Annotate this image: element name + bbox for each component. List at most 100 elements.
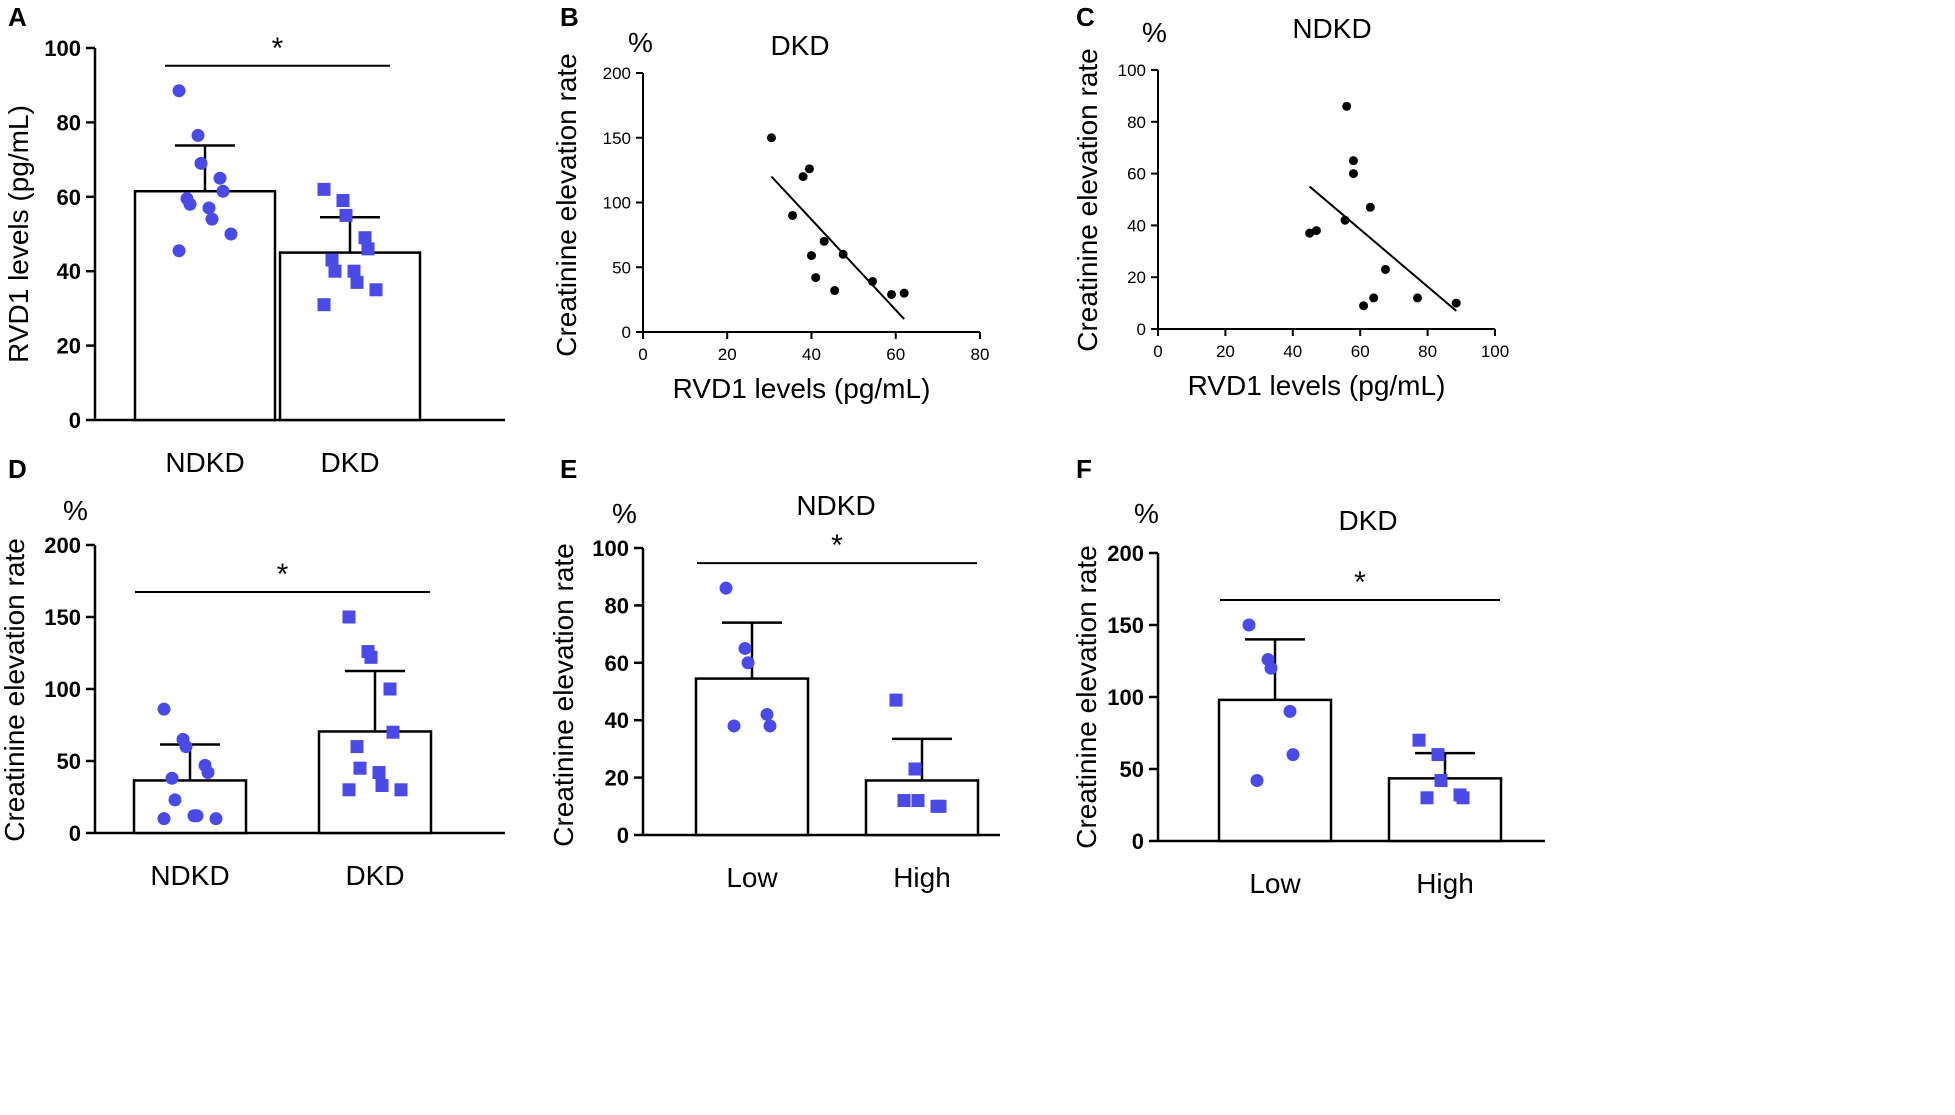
x-axis-label: RVD1 levels (pg/mL) [673, 373, 931, 404]
y-unit-label: % [612, 498, 637, 529]
x-tick-label: 80 [1418, 342, 1437, 361]
data-point [819, 236, 829, 246]
x-tick-label: 40 [1283, 342, 1302, 361]
data-point [190, 809, 204, 823]
bar [864, 779, 980, 837]
bar [694, 677, 810, 837]
y-axis-label: Creatinine elevation rate [1072, 48, 1103, 352]
data-point [209, 812, 223, 826]
y-tick-label: 100 [44, 36, 81, 61]
x-tick-label: 60 [886, 345, 905, 364]
data-point [216, 184, 230, 198]
x-tick-label: 0 [638, 345, 647, 364]
category-label: NDKD [165, 447, 244, 478]
data-point [1420, 791, 1434, 805]
data-point [1348, 156, 1358, 166]
data-point [911, 794, 925, 808]
data-point [168, 793, 182, 807]
data-point [1456, 791, 1470, 805]
y-axis-label: Creatinine elevation rate [0, 538, 30, 842]
panel-label: A [8, 2, 27, 32]
y-unit-label: % [63, 495, 88, 526]
y-tick-label: 200 [44, 533, 81, 558]
x-tick-label: 100 [1481, 342, 1509, 361]
bar [1217, 698, 1333, 843]
y-tick-label: 150 [44, 605, 81, 630]
data-point [738, 641, 752, 655]
panel-label: D [8, 454, 27, 484]
data-point [328, 264, 342, 278]
y-tick-label: 0 [617, 823, 629, 848]
y-tick-label: 100 [1118, 61, 1146, 80]
y-tick-label: 0 [622, 323, 631, 342]
x-tick-label: 40 [802, 345, 821, 364]
data-point [798, 172, 808, 182]
y-tick-label: 60 [1127, 165, 1146, 184]
panel-e: E% NDKD Creatinine elevation rate 0 20 40 60 80… [548, 454, 1000, 893]
data-point [364, 650, 378, 664]
category-label: DKD [320, 447, 379, 478]
data-point [191, 128, 205, 142]
data-point [342, 783, 356, 797]
data-point [897, 794, 911, 808]
data-point [766, 133, 776, 143]
panel-b: B% DKD Creatinine elevation rate RVD1 level… [551, 2, 989, 404]
y-tick-label: 0 [1137, 320, 1146, 339]
x-tick-label: 60 [1351, 342, 1370, 361]
y-tick-label: 200 [1107, 541, 1144, 566]
y-tick-label: 150 [603, 129, 631, 148]
x-axis-label: RVD1 levels (pg/mL) [1188, 370, 1446, 401]
data-point [179, 740, 193, 754]
data-point [205, 212, 219, 226]
data-point [811, 273, 821, 283]
data-point [157, 812, 171, 826]
bar [1387, 777, 1503, 843]
significance-star: * [277, 558, 289, 591]
y-tick-label: 50 [57, 749, 81, 774]
panel-a: A RVD1 levels (pg/mL) 0 20 40 60 80 100 NDKD DKD * [3, 2, 505, 478]
data-point [358, 231, 372, 245]
y-tick-label: 40 [605, 708, 629, 733]
category-label: DKD [345, 860, 404, 891]
data-point [1242, 618, 1256, 632]
chart-title: NDKD [796, 490, 875, 521]
data-point [183, 197, 197, 211]
data-point [887, 289, 897, 299]
y-tick-label: 200 [603, 64, 631, 83]
chart-title: NDKD [1292, 13, 1371, 44]
y-unit-label: % [1134, 498, 1159, 529]
panel-label: B [560, 2, 579, 32]
data-point [804, 164, 814, 174]
y-unit-label: % [628, 27, 653, 58]
data-point [224, 227, 238, 241]
y-tick-label: 0 [1132, 829, 1144, 854]
data-point [727, 719, 741, 733]
data-point [830, 286, 840, 296]
y-axis-label: Creatinine elevation rate [551, 53, 582, 357]
data-point [1283, 704, 1297, 718]
x-tick-label: 20 [718, 345, 737, 364]
y-tick-label: 20 [57, 334, 81, 359]
y-tick-label: 40 [1127, 216, 1146, 235]
data-point [361, 242, 375, 256]
data-point [375, 778, 389, 792]
significance-star: * [831, 529, 843, 562]
y-tick-label: 100 [592, 536, 629, 561]
data-point [899, 288, 909, 298]
significance-star: * [1354, 566, 1366, 599]
y-tick-label: 100 [44, 677, 81, 702]
data-point [317, 298, 331, 312]
data-point [336, 194, 350, 208]
y-unit-label: % [1142, 17, 1167, 48]
y-tick-label: 80 [57, 110, 81, 135]
data-point [353, 761, 367, 775]
data-point [1264, 661, 1278, 675]
data-point [719, 581, 733, 595]
y-tick-label: 150 [1107, 613, 1144, 638]
bar [132, 779, 248, 835]
data-point [763, 719, 777, 733]
data-point [194, 156, 208, 170]
data-point [202, 201, 216, 215]
x-tick-label: 20 [1216, 342, 1235, 361]
data-point [1412, 733, 1426, 747]
